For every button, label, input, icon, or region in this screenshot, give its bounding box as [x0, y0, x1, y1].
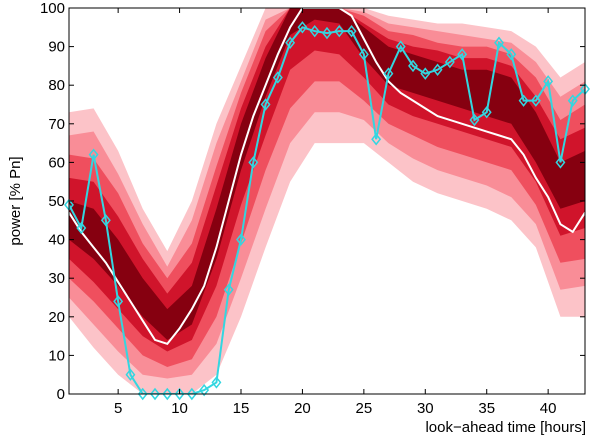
diamond-marker	[530, 94, 541, 107]
plot-layer	[69, 8, 585, 394]
diamond-marker	[408, 59, 418, 73]
diamond-marker	[346, 24, 357, 38]
diamond-marker	[100, 214, 111, 227]
diamond-marker	[543, 75, 554, 88]
diamond-marker	[334, 24, 345, 38]
diamond-marker	[137, 387, 148, 401]
y-tick-label: 0	[57, 386, 65, 403]
axes-frame	[68, 7, 586, 395]
y-tick-label: 20	[48, 309, 65, 326]
diamond-marker	[260, 98, 271, 111]
series-line	[69, 8, 585, 345]
diamond-marker	[223, 283, 234, 296]
diamond-marker	[174, 387, 185, 401]
x-tick-label: 5	[114, 400, 122, 417]
diamond-marker	[162, 387, 173, 401]
diamond-marker	[113, 295, 124, 308]
y-tick-label: 80	[48, 77, 65, 94]
x-tick-label: 25	[356, 400, 373, 417]
diamond-marker	[199, 383, 210, 397]
y-tick-label: 30	[48, 270, 65, 287]
diamond-marker	[297, 21, 308, 34]
x-tick-label: 20	[294, 400, 311, 417]
diamond-marker	[272, 71, 283, 84]
y-axis-label: power [% Pn]	[7, 156, 24, 245]
diamond-marker	[518, 94, 529, 107]
diamond-marker	[358, 48, 369, 61]
x-tick-label: 30	[417, 400, 434, 417]
y-tick-label: 100	[40, 0, 65, 17]
diamond-marker	[494, 36, 504, 49]
diamond-marker	[88, 148, 99, 161]
y-tick-label: 60	[48, 154, 65, 171]
fan-band	[69, 8, 585, 340]
x-tick-label: 15	[233, 400, 250, 417]
diamond-marker	[506, 48, 517, 61]
diamond-marker	[125, 368, 136, 381]
diamond-marker	[211, 376, 222, 389]
diamond-marker	[248, 156, 259, 169]
x-tick-label: 10	[171, 400, 188, 417]
y-tick-label: 40	[48, 232, 65, 249]
diamond-marker	[395, 40, 406, 53]
diamond-marker	[444, 55, 455, 69]
diamond-marker	[555, 156, 566, 169]
diamond-marker	[371, 133, 382, 146]
diamond-marker	[469, 113, 480, 127]
diamond-marker	[457, 48, 468, 61]
axes-layer: 5 10 15 20 25 30 35 40 0 10 20 30 40 50 60 70 80 90 100	[40, 0, 590, 417]
series-line	[69, 26, 585, 394]
diamond-marker	[236, 233, 246, 246]
diamond-marker	[432, 63, 443, 76]
y-tick-label: 50	[48, 193, 65, 210]
diamond-marker	[420, 67, 431, 80]
y-tick-label: 10	[48, 347, 65, 364]
diamond-marker	[383, 67, 394, 80]
diamond-marker	[150, 387, 160, 401]
diamond-marker	[186, 387, 197, 401]
y-tick-label: 90	[48, 39, 65, 56]
diamond-marker	[285, 36, 296, 49]
diamond-marker	[309, 24, 320, 38]
diamond-marker	[567, 94, 578, 107]
diamond-marker	[322, 26, 332, 40]
diamond-marker	[481, 106, 492, 119]
y-tick-label: 70	[48, 116, 65, 133]
x-axis-label: look−ahead time [hours]	[425, 419, 586, 436]
x-tick-label: 35	[478, 400, 495, 417]
diamond-marker	[76, 221, 87, 235]
x-tick-label: 40	[540, 400, 557, 417]
